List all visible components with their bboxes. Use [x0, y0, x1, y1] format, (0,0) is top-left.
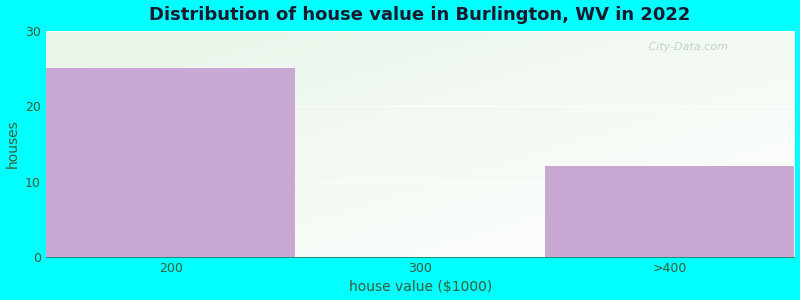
Y-axis label: houses: houses — [6, 119, 19, 168]
Text: City-Data.com: City-Data.com — [645, 42, 728, 52]
X-axis label: house value ($1000): house value ($1000) — [349, 280, 492, 294]
Bar — [46, 68, 295, 257]
Bar — [545, 167, 794, 257]
Title: Distribution of house value in Burlington, WV in 2022: Distribution of house value in Burlingto… — [150, 6, 691, 24]
